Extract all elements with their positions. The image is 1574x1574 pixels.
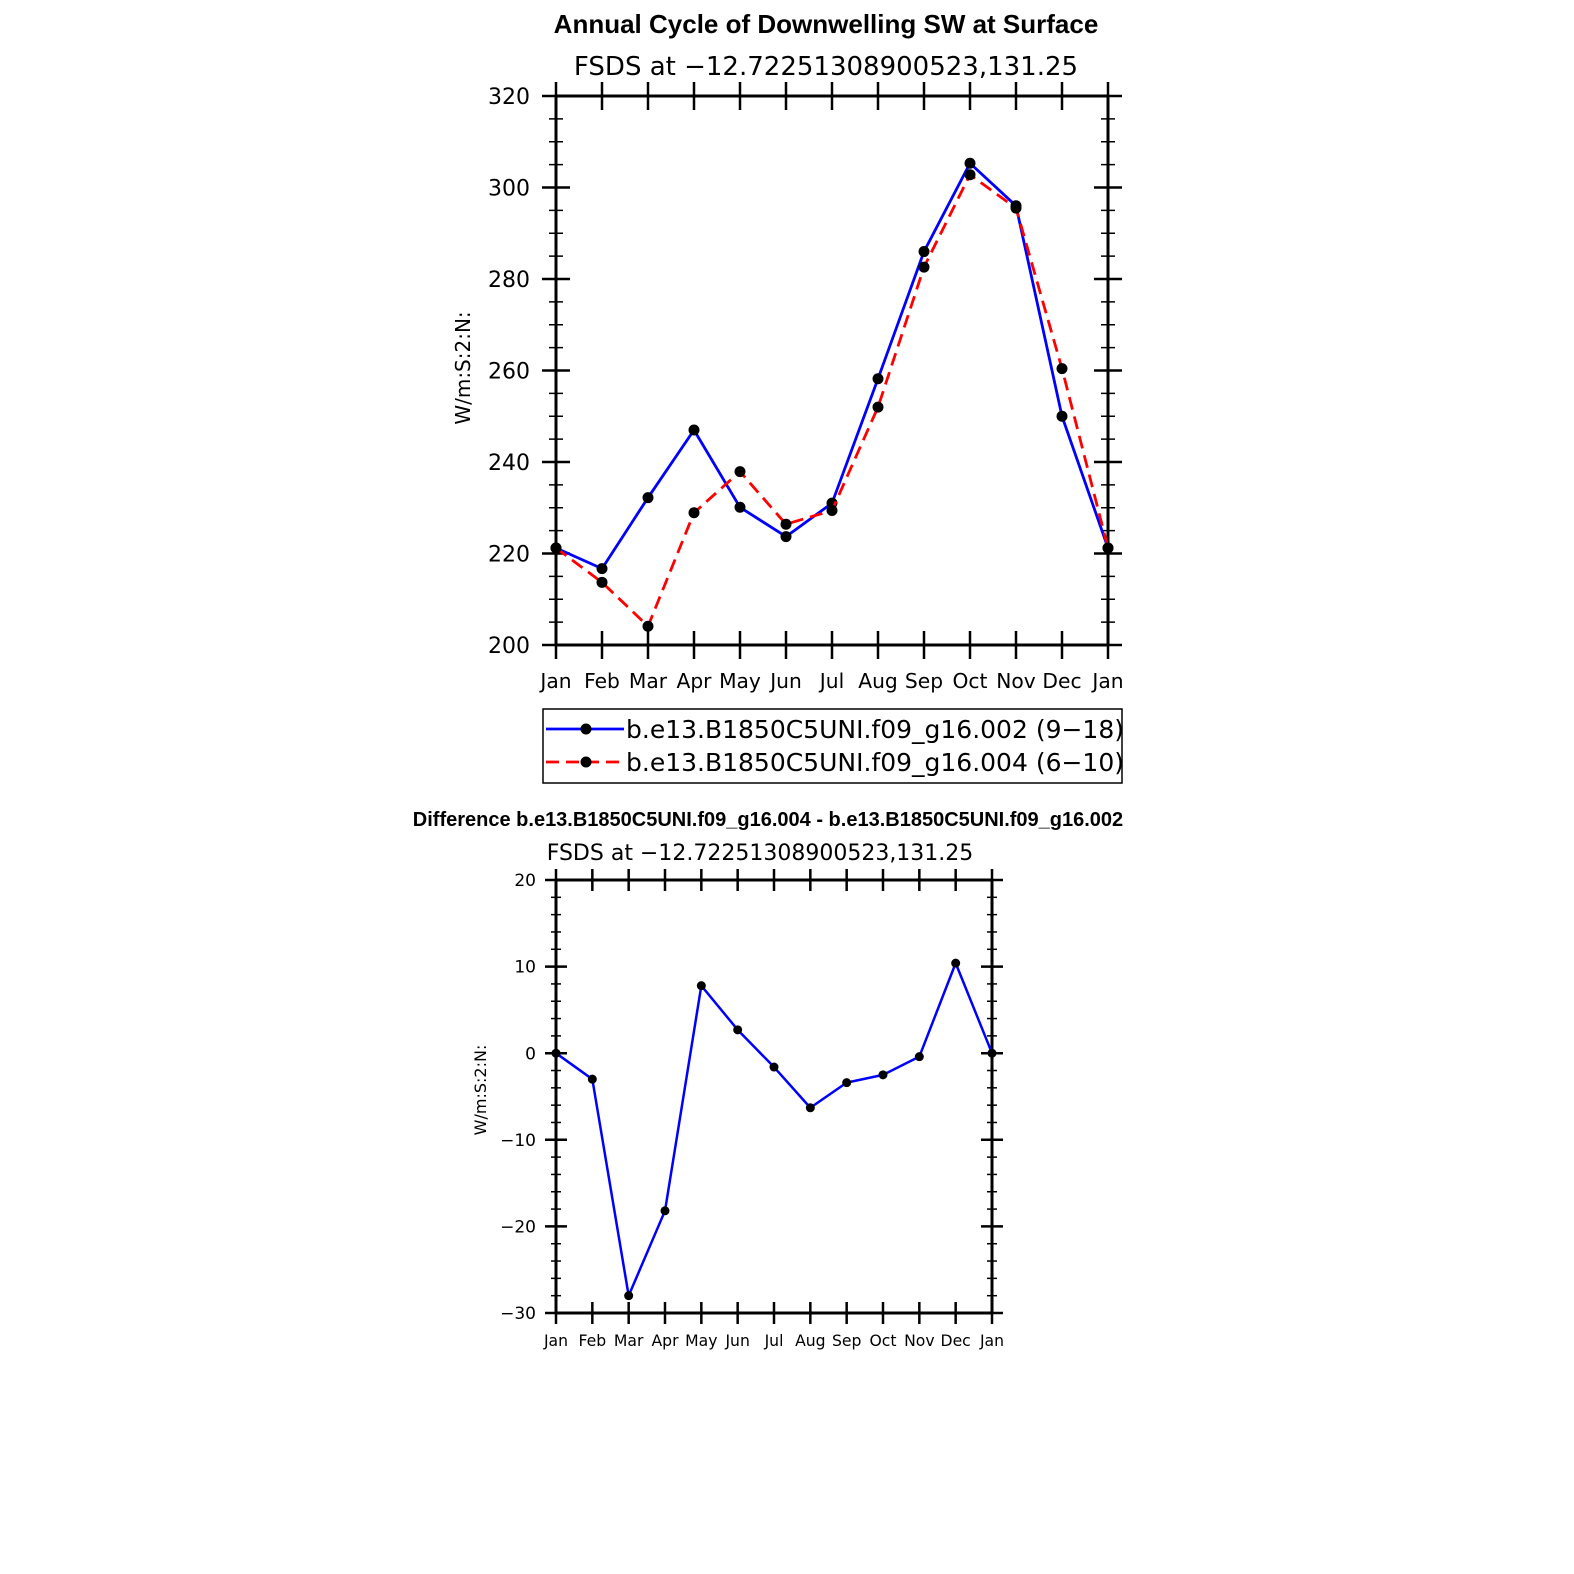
data-point (918, 261, 930, 273)
x-tick-label: Jun (724, 1331, 749, 1350)
x-tick-label: Jan (979, 1331, 1004, 1350)
x-tick-label: Jan (543, 1331, 568, 1350)
data-point (734, 501, 746, 513)
x-tick-label: Apr (651, 1331, 679, 1350)
x-tick-label: Sep (832, 1331, 862, 1350)
y-tick-label: 220 (488, 542, 530, 567)
x-tick-label: Jul (818, 669, 844, 693)
x-tick-label: Oct (869, 1331, 896, 1350)
y-tick-label: 320 (488, 85, 530, 110)
x-tick-label: Nov (904, 1331, 935, 1350)
legend-swatch-marker (580, 756, 592, 768)
data-point (688, 507, 700, 519)
y-tick-label: 260 (488, 359, 530, 384)
data-point (878, 1070, 888, 1080)
data-point (642, 620, 654, 632)
data-point (918, 246, 930, 258)
difference-chart: Difference b.e13.B1850C5UNI.f09_g16.004 … (413, 809, 1123, 1350)
x-tick-label: Oct (953, 669, 988, 693)
data-point (872, 401, 884, 413)
x-tick-label: Jul (764, 1331, 784, 1350)
legend-entry: b.e13.B1850C5UNI.f09_g16.004 (6−10) (626, 748, 1124, 777)
series-line-1 (555, 961, 994, 1297)
data-point (1010, 202, 1022, 214)
data-point (1102, 542, 1114, 554)
plot-frame (554, 94, 1110, 647)
chart-subtitle: FSDS at −12.72251308900523,131.25 (547, 841, 974, 866)
x-tick-label: May (719, 669, 761, 693)
legend-box (542, 708, 1123, 784)
y-tick-label: −10 (500, 1131, 536, 1151)
data-point (596, 563, 608, 575)
data-point (987, 1048, 997, 1058)
data-point (733, 1025, 743, 1035)
x-tick-label: Dec (1042, 669, 1081, 693)
data-point (734, 466, 746, 478)
data-point (642, 492, 654, 504)
x-tick-label: Nov (996, 669, 1036, 693)
x-tick-label: Dec (941, 1331, 971, 1350)
y-tick-label: 200 (488, 634, 530, 659)
y-tick-label: −20 (500, 1218, 536, 1238)
y-tick-label: 300 (488, 176, 530, 201)
x-tick-label: Feb (584, 669, 620, 693)
annual-cycle-chart: Annual Cycle of Downwelling SW at Surfac… (451, 9, 1124, 784)
legend-swatch-marker (580, 723, 592, 735)
data-point (805, 1103, 815, 1113)
y-axis-label: W/m:S:2:N: (471, 1045, 490, 1136)
x-tick-label: Jan (1090, 669, 1123, 693)
data-point (951, 958, 961, 968)
data-point (1056, 363, 1068, 375)
data-point (780, 531, 792, 543)
y-tick-label: 10 (514, 958, 536, 978)
data-point (964, 169, 976, 181)
legend: b.e13.B1850C5UNI.f09_g16.002 (9−18) b.e13… (542, 708, 1124, 784)
x-tick-label: Jun (768, 669, 802, 693)
chart-subtitle: FSDS at −12.72251308900523,131.25 (574, 52, 1078, 82)
data-point (551, 1048, 561, 1058)
legend-entry: b.e13.B1850C5UNI.f09_g16.002 (9−18) (626, 715, 1124, 744)
data-point (964, 157, 976, 169)
x-tick-label: Mar (629, 669, 668, 693)
data-point (1056, 410, 1068, 422)
data-point (826, 504, 838, 516)
y-tick-label: 280 (488, 268, 530, 293)
x-tick-label: Feb (578, 1331, 606, 1350)
data-point (596, 576, 608, 588)
y-tick-label: −30 (500, 1304, 536, 1324)
x-tick-label: Apr (676, 669, 712, 693)
data-point (914, 1052, 924, 1062)
data-point (624, 1291, 634, 1301)
plot-area: 200 220 240 260 280 300 320 Jan Feb Mar Apr May Jun J… (488, 82, 1124, 693)
y-tick-label: 240 (488, 451, 530, 476)
data-point (688, 424, 700, 436)
y-tick-label: 20 (514, 871, 536, 891)
data-point (842, 1078, 852, 1088)
y-tick-label: 0 (525, 1044, 536, 1064)
data-point (769, 1062, 779, 1072)
chart-title: Annual Cycle of Downwelling SW at Surfac… (554, 9, 1099, 39)
x-tick-label: Sep (905, 669, 943, 693)
x-tick-label: Jan (538, 669, 571, 693)
x-tick-label: Mar (614, 1331, 644, 1350)
data-point (696, 981, 706, 991)
data-point (780, 518, 792, 530)
data-point (872, 373, 884, 385)
data-point (587, 1074, 597, 1084)
data-point (660, 1206, 670, 1216)
x-tick-label: May (685, 1331, 717, 1350)
y-axis-label: W/m:S:2:N: (451, 311, 475, 424)
data-point (550, 542, 562, 554)
x-tick-label: Aug (858, 669, 898, 693)
x-tick-label: Aug (795, 1331, 826, 1350)
chart-title: Difference b.e13.B1850C5UNI.f09_g16.004 … (413, 809, 1123, 831)
plot-area: −30 −20 −10 0 10 20 Jan Feb Mar Apr May Jun Jul Aug Se… (500, 869, 1004, 1350)
